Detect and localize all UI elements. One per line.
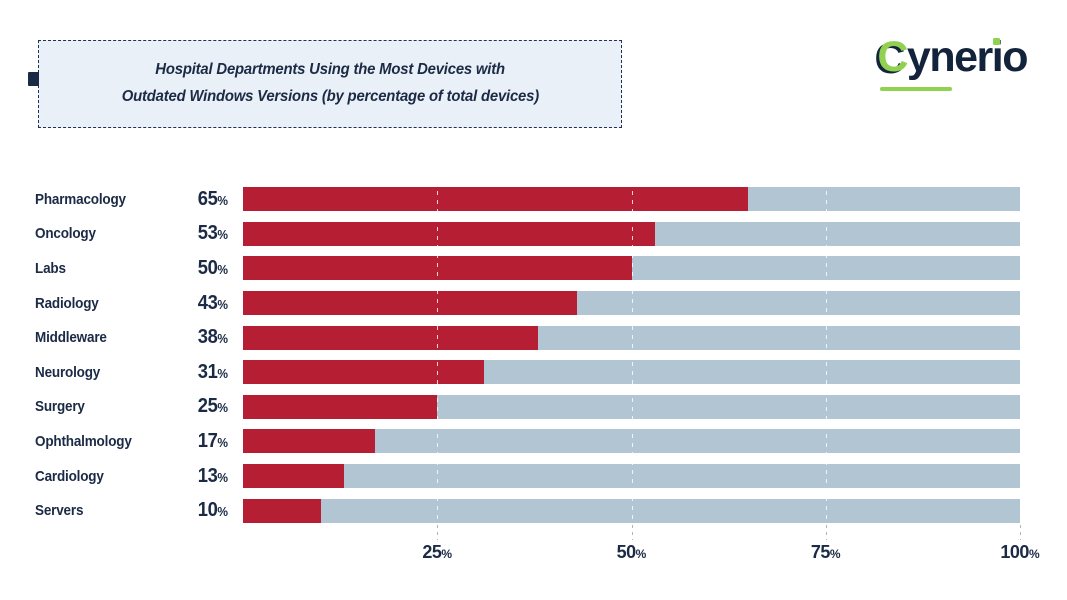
bar-fill — [243, 360, 484, 385]
chart-title-line-1: Hospital Departments Using the Most Devi… — [155, 61, 505, 79]
value-label: 17% — [197, 429, 228, 452]
bar-fill — [243, 291, 578, 316]
bar-track — [243, 291, 1020, 316]
value-label: 31% — [197, 360, 228, 383]
value-label: 13% — [197, 464, 228, 487]
chart-row-cardiology: Cardiology 13% — [0, 459, 1067, 494]
bar-fill — [243, 325, 539, 350]
value-label: 10% — [197, 499, 228, 522]
value-label: 43% — [197, 291, 228, 314]
bar-fill — [243, 256, 632, 281]
axis-label-100: 100% — [1000, 542, 1040, 562]
logo-letter-o: o — [1002, 33, 1028, 81]
logo-underline — [880, 87, 953, 91]
bar-track — [243, 221, 1020, 246]
chart-row-servers: Servers 10% — [0, 493, 1067, 528]
category-label: Middleware — [35, 329, 107, 347]
chart-row-ophthalmology: Ophthalmology 17% — [0, 424, 1067, 459]
chart-row-pharmacology: Pharmacology 65% — [0, 182, 1067, 217]
bar-track — [243, 429, 1020, 454]
chart-title-box: Hospital Departments Using the Most Devi… — [38, 40, 622, 128]
value-label: 53% — [197, 222, 228, 245]
chart-row-radiology: Radiology 43% — [0, 286, 1067, 321]
category-label: Surgery — [35, 398, 85, 416]
bar-fill — [243, 498, 321, 523]
bar-fill — [243, 221, 655, 246]
logo-letters-yner: yner — [906, 33, 993, 81]
bar-track — [243, 498, 1020, 523]
bar-fill — [243, 187, 749, 212]
bar-fill — [243, 464, 344, 489]
axis-label-25: 25% — [422, 542, 453, 562]
logo-letter-i: i — [991, 33, 1004, 81]
value-label: 38% — [197, 326, 228, 349]
bar-track — [243, 187, 1020, 212]
value-label: 65% — [197, 187, 228, 210]
bar-fill — [243, 429, 376, 454]
category-label: Ophthalmology — [35, 432, 132, 450]
chart-title-line-2: Outdated Windows Versions (by percentage… — [121, 88, 539, 105]
chart-row-labs: Labs 50% — [0, 251, 1067, 286]
bar-track — [243, 360, 1020, 385]
title-box-handle-icon — [28, 72, 39, 86]
chart-row-neurology: Neurology 31% — [0, 355, 1067, 390]
chart-row-middleware: Middleware 38% — [0, 320, 1067, 355]
bar-track — [243, 464, 1020, 489]
bar-track — [243, 325, 1020, 350]
bar-track — [243, 394, 1020, 419]
category-label: Oncology — [35, 225, 96, 243]
category-label: Neurology — [35, 363, 101, 381]
value-label: 50% — [197, 256, 228, 279]
bar-fill — [243, 394, 438, 419]
category-label: Labs — [35, 259, 66, 277]
category-label: Cardiology — [35, 467, 104, 485]
chart-row-oncology: Oncology 53% — [0, 217, 1067, 252]
value-label: 25% — [197, 395, 228, 418]
cynerio-logo: Cynerio — [877, 33, 1028, 94]
logo-letter-c: C — [877, 33, 908, 81]
category-label: Radiology — [35, 294, 99, 312]
category-label: Pharmacology — [35, 190, 126, 208]
axis-label-75: 75% — [810, 542, 841, 562]
bar-chart: Pharmacology 65% Oncology 53% Labs 50% R… — [0, 182, 1067, 528]
category-label: Servers — [35, 502, 84, 520]
bar-track — [243, 256, 1020, 281]
axis-label-50: 50% — [616, 542, 647, 562]
chart-row-surgery: Surgery 25% — [0, 390, 1067, 425]
